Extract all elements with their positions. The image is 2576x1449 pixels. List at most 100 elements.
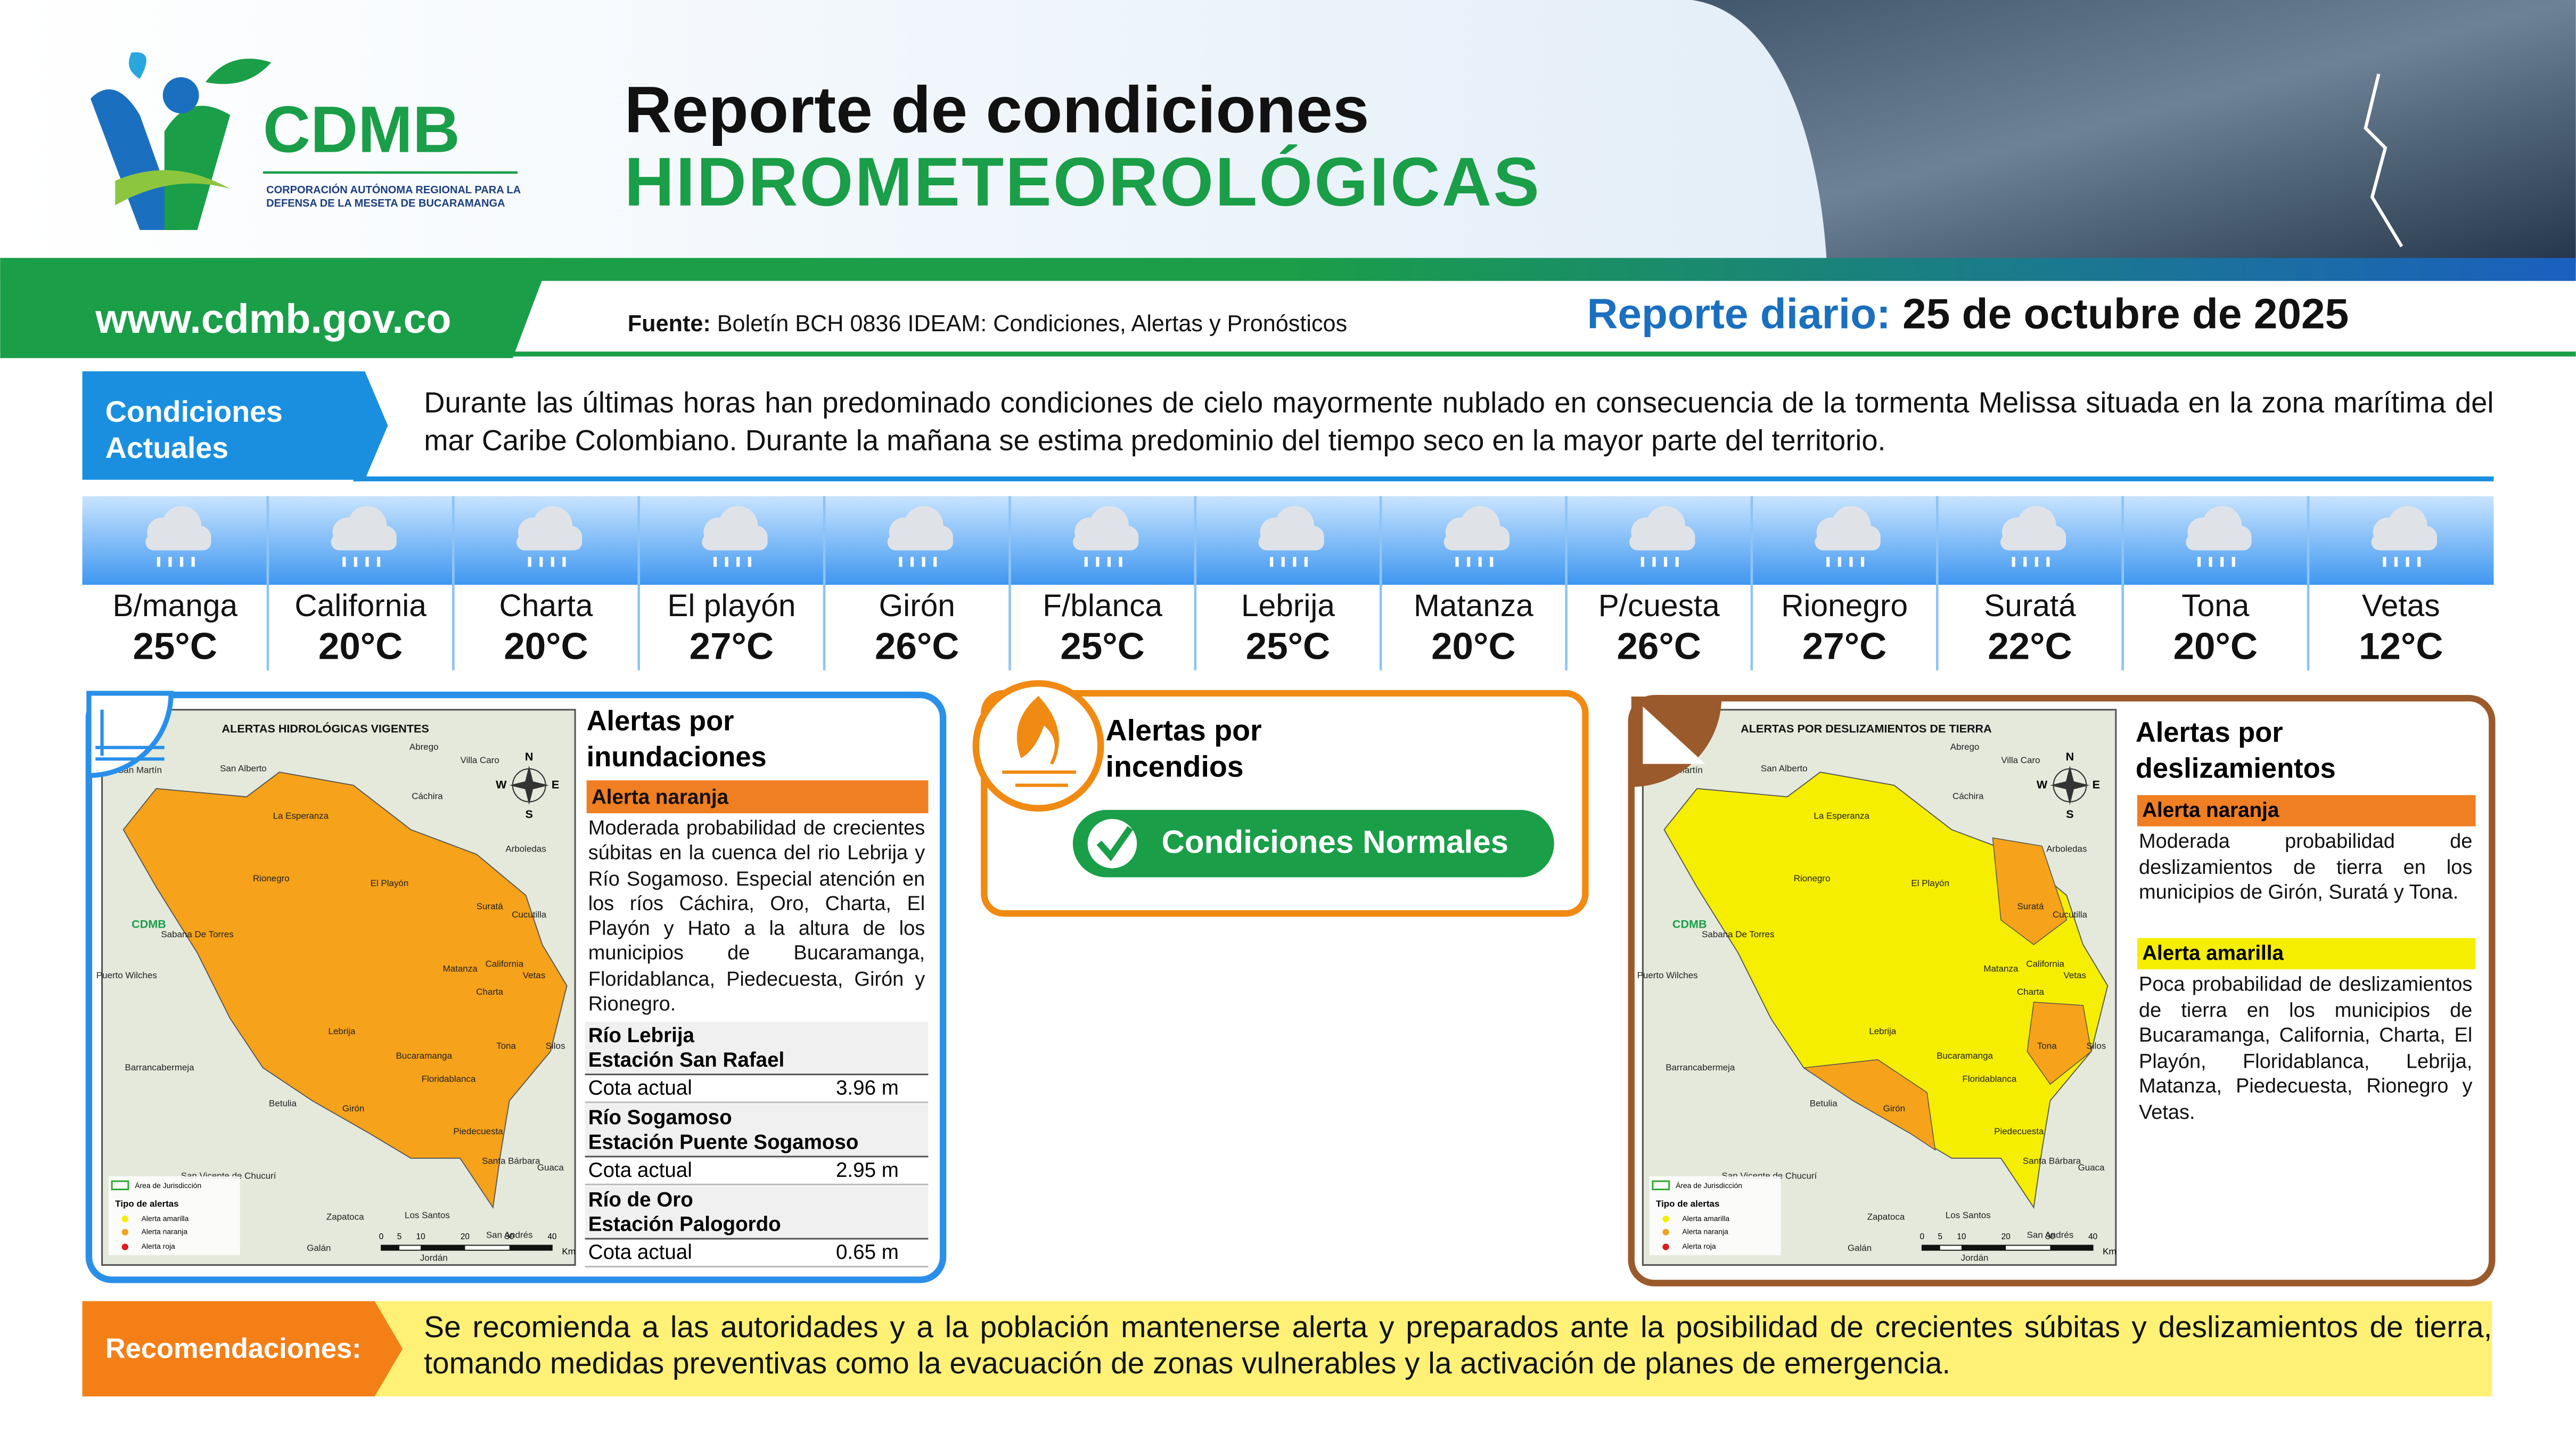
- report-date: Reporte diario: 25 de octubre de 2025: [1587, 290, 2349, 338]
- alert-level: Alerta amarilla: [2142, 942, 2284, 965]
- city-temp: 20°C: [2173, 625, 2258, 667]
- place-label: La Esperanza: [1814, 811, 1869, 821]
- city-temp: 25°C: [1060, 625, 1145, 667]
- station-label: Cota actual: [588, 1159, 692, 1182]
- fire-icon: [1002, 695, 1077, 787]
- website: www.cdmb.gov.co: [95, 296, 451, 342]
- compass-label: N: [525, 750, 534, 763]
- fire-title: incendios: [1106, 750, 1244, 783]
- rain-icon: [702, 506, 768, 567]
- cloud: [331, 534, 397, 551]
- conditions-rule: [353, 476, 2494, 481]
- fire-icon-ring: [972, 680, 1104, 812]
- alert-description-box: Moderada probabilidad de deslizamientos …: [2139, 830, 2472, 904]
- station-bg: [585, 1021, 929, 1075]
- rain-icon: [145, 506, 211, 567]
- city-name: Vetas: [2362, 588, 2440, 623]
- scale-label: 0: [379, 1232, 384, 1241]
- title: Reporte de condiciones: [625, 73, 1369, 147]
- compass: [509, 765, 549, 805]
- station-label: Cota actual: [588, 1077, 692, 1100]
- place-label: Suratá: [477, 901, 504, 911]
- scale-label: 30: [2046, 1232, 2055, 1241]
- source: Fuente: Boletín BCH 0836 IDEAM: Condicio…: [628, 311, 1347, 337]
- place-label: Villa Caro: [2001, 755, 2040, 765]
- landslide-icon: [1643, 706, 1705, 764]
- logo-name: CDMB: [263, 93, 460, 167]
- cloud: [1443, 534, 1510, 551]
- scale-label: 40: [547, 1232, 556, 1241]
- legend-label: Tipo de alertas: [115, 1199, 178, 1209]
- scale-label: 5: [1938, 1232, 1942, 1241]
- place-label: California: [486, 959, 524, 969]
- scale-label: 20: [461, 1232, 470, 1241]
- station-river: Río de Oro: [588, 1188, 693, 1211]
- landslide-title: deslizamientos: [2136, 754, 2336, 784]
- place-label: Sabana De Torres: [1702, 929, 1774, 939]
- scale-bar-seg: [421, 1245, 465, 1250]
- legend-swatch: [1652, 1180, 1670, 1191]
- city-name: B/manga: [112, 588, 237, 623]
- legend-label: Alerta naranja: [1682, 1227, 1728, 1235]
- compass-label: N: [2066, 750, 2074, 763]
- place-label: Tona: [2037, 1041, 2057, 1051]
- scale-label: 10: [416, 1232, 425, 1241]
- logo-subtitle: CORPORACIÓN AUTÓNOMA REGIONAL PARA LA: [266, 183, 521, 196]
- place-label: Galán: [1848, 1243, 1872, 1253]
- place-label: El Playón: [1911, 878, 1949, 888]
- flood-icon-bg: [86, 691, 174, 778]
- compass-label: E: [2093, 777, 2100, 791]
- place-label: Arboledas: [505, 844, 546, 854]
- landslide-title: Alertas por: [2136, 717, 2283, 748]
- flood-icon: [95, 709, 165, 761]
- station-name: Estación Puente Sogamoso: [588, 1131, 859, 1153]
- place-label: San Alberto: [1761, 763, 1808, 773]
- recommendations-text: Se recomienda a las autoridades y a la p…: [424, 1309, 2492, 1379]
- place-label: Silos: [546, 1041, 565, 1051]
- place-label: Matanza: [1983, 964, 2019, 974]
- place-label: Vetas: [523, 970, 545, 980]
- compass-label: S: [526, 807, 533, 821]
- legend-dot: [121, 1243, 128, 1250]
- city-name: Matanza: [1414, 588, 1533, 623]
- place-label: Barrancabermeja: [125, 1062, 195, 1073]
- place-label: Suratá: [2017, 901, 2044, 911]
- legend-swatch: [111, 1180, 129, 1191]
- rain-icon: [2371, 506, 2438, 567]
- station-bg: [585, 1104, 929, 1157]
- place-label: Piedecuesta: [1994, 1126, 2044, 1136]
- cloud: [1815, 534, 1881, 551]
- map: ALERTAS POR DESLIZAMIENTOS DE TIERRA San …: [1637, 709, 2117, 1266]
- station-river: Río Sogamoso: [588, 1106, 732, 1129]
- title: HIDROMETEOROLÓGICAS: [625, 144, 1541, 220]
- place-label: Los Santos: [405, 1210, 450, 1220]
- rain-icon: [1073, 506, 1139, 567]
- legend-label: Área de Jurisdicción: [135, 1181, 201, 1190]
- place-label: Rionegro: [1794, 873, 1831, 883]
- cloud: [2186, 534, 2252, 551]
- place-label: California: [2026, 959, 2064, 969]
- place-label: Betulia: [269, 1099, 297, 1109]
- legend-dot: [1662, 1229, 1669, 1235]
- city-name: Lebrija: [1241, 588, 1335, 623]
- place-label: Guaca: [537, 1163, 564, 1173]
- place-label: Galán: [307, 1243, 331, 1253]
- city-name: P/cuesta: [1598, 588, 1720, 623]
- place-label: Santa Bárbara: [2023, 1156, 2081, 1166]
- cloud: [1258, 534, 1324, 551]
- flood-description: Moderada probabilidad de crecientes súbi…: [588, 816, 925, 1016]
- website-band: [0, 258, 551, 358]
- place-label: Cucutilla: [512, 910, 547, 920]
- city-name: Tona: [2181, 588, 2249, 623]
- scale-label: 30: [505, 1232, 514, 1241]
- divider: [493, 351, 2576, 357]
- place-label: Cáchira: [412, 791, 443, 801]
- place-label: Santa Bárbara: [482, 1156, 540, 1166]
- place-label: San Andrés: [486, 1230, 533, 1240]
- source-text: Boletín BCH 0836 IDEAM: Condiciones, Ale…: [717, 311, 1347, 337]
- scale-bar-seg: [509, 1245, 552, 1250]
- cloud: [887, 534, 954, 551]
- orange-zone: [1802, 1059, 1936, 1151]
